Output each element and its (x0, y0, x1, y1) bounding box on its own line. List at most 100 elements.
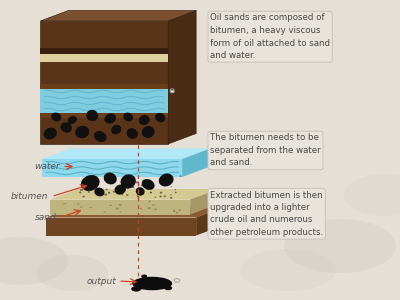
Ellipse shape (152, 204, 154, 206)
Ellipse shape (108, 192, 110, 194)
Ellipse shape (81, 175, 100, 191)
Polygon shape (42, 148, 210, 159)
Ellipse shape (170, 186, 172, 187)
Polygon shape (40, 11, 196, 21)
Ellipse shape (63, 203, 66, 204)
Ellipse shape (114, 184, 126, 195)
Ellipse shape (104, 172, 117, 184)
Ellipse shape (173, 211, 176, 212)
Ellipse shape (240, 249, 336, 291)
Text: Extracted bitumen is then
upgraded into a lighter
crude oil and numerous
other p: Extracted bitumen is then upgraded into … (210, 190, 323, 237)
Ellipse shape (137, 195, 139, 197)
Polygon shape (50, 189, 218, 200)
Ellipse shape (148, 207, 151, 209)
Ellipse shape (141, 274, 147, 278)
Ellipse shape (164, 286, 172, 290)
Ellipse shape (82, 196, 85, 197)
Ellipse shape (284, 219, 396, 273)
Ellipse shape (100, 193, 102, 195)
Ellipse shape (155, 113, 165, 122)
Ellipse shape (123, 112, 133, 122)
Polygon shape (46, 218, 196, 236)
Ellipse shape (0, 237, 68, 285)
Ellipse shape (148, 200, 151, 202)
Ellipse shape (175, 192, 177, 193)
Ellipse shape (111, 125, 121, 134)
Ellipse shape (80, 206, 82, 208)
Ellipse shape (68, 116, 77, 124)
Ellipse shape (77, 203, 79, 205)
Ellipse shape (170, 194, 172, 196)
Polygon shape (46, 207, 224, 217)
Ellipse shape (109, 205, 112, 206)
Ellipse shape (132, 277, 172, 290)
Ellipse shape (115, 176, 116, 177)
Polygon shape (40, 48, 168, 54)
Ellipse shape (154, 196, 156, 198)
Ellipse shape (94, 131, 106, 142)
Text: The bitumen needs to be
separated from the water
and sand.: The bitumen needs to be separated from t… (210, 134, 321, 167)
Ellipse shape (141, 184, 144, 186)
Polygon shape (40, 88, 168, 112)
Ellipse shape (86, 178, 87, 179)
Text: Oil sands are composed of
bitumen, a heavy viscous
form of oil attached to sand
: Oil sands are composed of bitumen, a hea… (210, 14, 330, 60)
Ellipse shape (154, 208, 157, 210)
Polygon shape (40, 84, 168, 88)
Text: water: water (35, 162, 60, 171)
Ellipse shape (131, 286, 141, 292)
Ellipse shape (120, 174, 136, 189)
Ellipse shape (180, 176, 182, 177)
Ellipse shape (89, 176, 90, 177)
Text: output: output (86, 277, 116, 286)
Ellipse shape (116, 208, 119, 210)
Polygon shape (40, 54, 168, 62)
Ellipse shape (126, 194, 128, 196)
Text: bitumen: bitumen (11, 192, 48, 201)
Polygon shape (42, 159, 182, 177)
Ellipse shape (118, 204, 122, 206)
Polygon shape (40, 21, 168, 144)
Ellipse shape (80, 189, 82, 191)
Polygon shape (182, 148, 210, 177)
Polygon shape (168, 11, 196, 144)
Ellipse shape (139, 115, 150, 125)
Ellipse shape (150, 192, 152, 193)
Ellipse shape (136, 194, 138, 195)
Ellipse shape (44, 128, 57, 140)
Ellipse shape (79, 192, 82, 193)
Ellipse shape (140, 208, 142, 209)
Ellipse shape (86, 110, 98, 121)
Ellipse shape (142, 179, 155, 190)
Ellipse shape (159, 196, 162, 197)
Ellipse shape (132, 186, 134, 188)
Ellipse shape (130, 181, 133, 183)
Polygon shape (196, 207, 224, 236)
Ellipse shape (150, 192, 152, 194)
Ellipse shape (75, 126, 89, 138)
Ellipse shape (174, 189, 176, 190)
Ellipse shape (88, 191, 90, 193)
Ellipse shape (126, 128, 138, 139)
Ellipse shape (90, 207, 92, 208)
Ellipse shape (104, 194, 107, 196)
Ellipse shape (104, 113, 116, 124)
Polygon shape (40, 112, 168, 118)
Ellipse shape (176, 212, 178, 214)
Ellipse shape (122, 194, 123, 195)
Ellipse shape (170, 197, 172, 199)
Ellipse shape (173, 210, 176, 211)
Ellipse shape (136, 181, 138, 183)
Ellipse shape (178, 209, 181, 211)
Ellipse shape (136, 187, 145, 196)
Ellipse shape (210, 162, 214, 165)
Ellipse shape (94, 188, 104, 196)
Ellipse shape (164, 196, 166, 197)
Polygon shape (190, 189, 218, 214)
Ellipse shape (113, 191, 115, 193)
Ellipse shape (104, 212, 106, 213)
Ellipse shape (36, 255, 108, 291)
Ellipse shape (119, 212, 122, 213)
Ellipse shape (142, 180, 145, 182)
Polygon shape (50, 200, 190, 214)
Ellipse shape (102, 190, 104, 192)
